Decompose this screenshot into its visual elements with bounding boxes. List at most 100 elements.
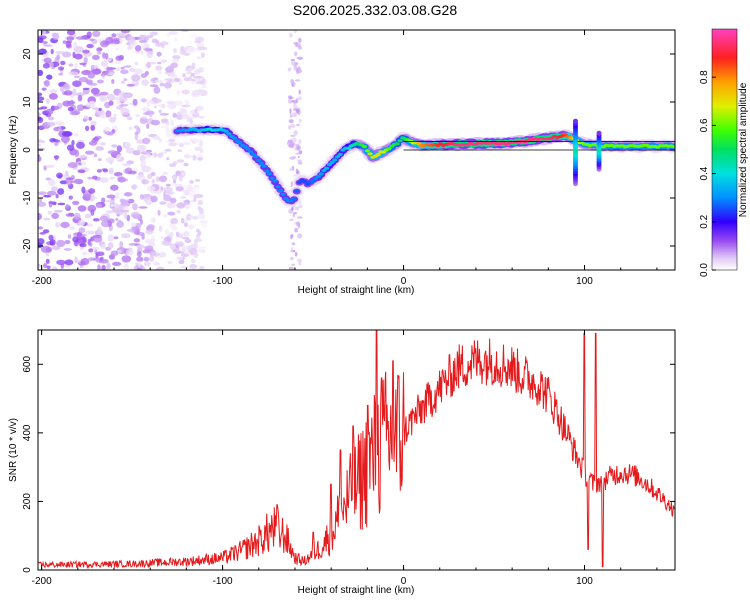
noise-blob: [66, 177, 74, 180]
noise-blob: [298, 139, 302, 145]
noise-blob: [146, 50, 154, 59]
noise-blob: [100, 243, 106, 249]
noise-blob: [92, 246, 100, 250]
noise-blob: [109, 176, 116, 180]
noise-blob: [43, 80, 50, 87]
noise-blob: [111, 79, 115, 84]
noise-blob: [52, 266, 58, 270]
noise-blob: [166, 157, 170, 161]
spectrogram-ytick-label: -10: [22, 190, 33, 205]
noise-blob: [111, 33, 117, 38]
noise-blob: [92, 218, 100, 222]
noise-blob: [152, 135, 161, 140]
noise-blob: [78, 77, 89, 83]
noise-blob: [170, 119, 175, 127]
noise-blob: [175, 231, 180, 238]
noise-blob: [106, 66, 110, 74]
noise-blob: [55, 222, 60, 228]
noise-blob: [107, 242, 114, 249]
noise-blob: [296, 170, 300, 175]
noise-blob: [168, 142, 177, 147]
noise-blob: [195, 81, 205, 85]
noise-blob: [92, 54, 100, 61]
snr-ticks: -200 -100 0 100 0 200 400 600: [22, 330, 675, 587]
noise-blob: [117, 176, 126, 183]
noise-blob: [197, 206, 202, 211]
noise-blob: [49, 89, 58, 93]
noise-blob: [157, 104, 166, 108]
noise-blob: [91, 87, 100, 95]
noise-blob: [193, 241, 198, 248]
noise-blob: [42, 217, 51, 221]
noise-blob: [183, 222, 189, 228]
ridge-blob: [296, 180, 303, 184]
noise-blob: [135, 45, 142, 52]
ridge-blob: [321, 169, 327, 173]
noise-blob: [74, 149, 80, 157]
noise-blob: [166, 104, 173, 109]
noise-blob: [93, 153, 98, 158]
noise-blob: [295, 152, 301, 155]
noise-blob: [44, 164, 55, 168]
noise-blob: [287, 67, 292, 72]
noise-blob: [172, 161, 178, 165]
noise-blob: [113, 113, 117, 121]
noise-blob: [57, 202, 66, 206]
noise-blob: [194, 178, 201, 182]
colorbar-tick-label: 0.2: [699, 214, 710, 228]
figure-title: S206.2025.332.03.08.G28: [293, 2, 457, 18]
noise-blob: [298, 65, 301, 71]
ridge-blob: [313, 176, 319, 181]
noise-blob: [150, 235, 156, 242]
noise-blob: [163, 82, 172, 89]
noise-blob: [193, 252, 199, 259]
noise-blob: [125, 147, 135, 154]
noise-blob: [294, 79, 301, 82]
noise-blob: [88, 188, 96, 194]
noise-blob: [154, 79, 164, 83]
ridge-blob: [223, 129, 229, 133]
noise-blob: [85, 150, 95, 155]
noise-blob: [121, 255, 132, 263]
noise-blob: [105, 52, 109, 60]
ridge-blob: [267, 172, 273, 176]
noise-blob: [38, 37, 44, 44]
noise-blob: [180, 265, 189, 269]
noise-blob: [82, 49, 90, 54]
noise-blob: [190, 200, 195, 203]
noise-blob: [51, 105, 60, 111]
noise-blob: [127, 35, 136, 44]
noise-blob: [53, 209, 64, 213]
noise-blob: [38, 48, 47, 55]
noise-blob: [90, 124, 96, 131]
ridge-blob: [329, 160, 335, 164]
colorbar-ticks: 0.0 0.2 0.4 0.6 0.8: [699, 70, 716, 277]
noise-blob: [183, 162, 189, 167]
noise-blob: [167, 260, 173, 265]
noise-blob: [287, 95, 293, 99]
noise-blob: [169, 197, 177, 204]
noise-blob: [38, 92, 43, 97]
noise-blob: [62, 100, 72, 107]
noise-blob: [157, 61, 162, 65]
noise-blob: [38, 143, 42, 147]
noise-blob: [142, 137, 151, 144]
noise-blob: [292, 213, 295, 218]
noise-blob: [45, 251, 50, 257]
ridge-blob: [334, 155, 341, 159]
noise-blob: [288, 119, 294, 123]
noise-blob: [150, 217, 156, 223]
noise-blob: [165, 228, 170, 236]
ridge-blob: [272, 179, 278, 183]
noise-blob: [46, 108, 54, 115]
ridge-blob: [315, 174, 322, 178]
spectrogram-xtick-label: 100: [576, 276, 593, 287]
noise-blob: [117, 219, 122, 225]
ridge-blob: [596, 130, 602, 136]
noise-blob: [191, 259, 196, 264]
noise-blob: [173, 37, 178, 42]
noise-blob: [198, 212, 206, 220]
noise-blob: [192, 76, 202, 79]
ridge-blob: [367, 152, 373, 156]
noise-blob: [290, 134, 296, 137]
